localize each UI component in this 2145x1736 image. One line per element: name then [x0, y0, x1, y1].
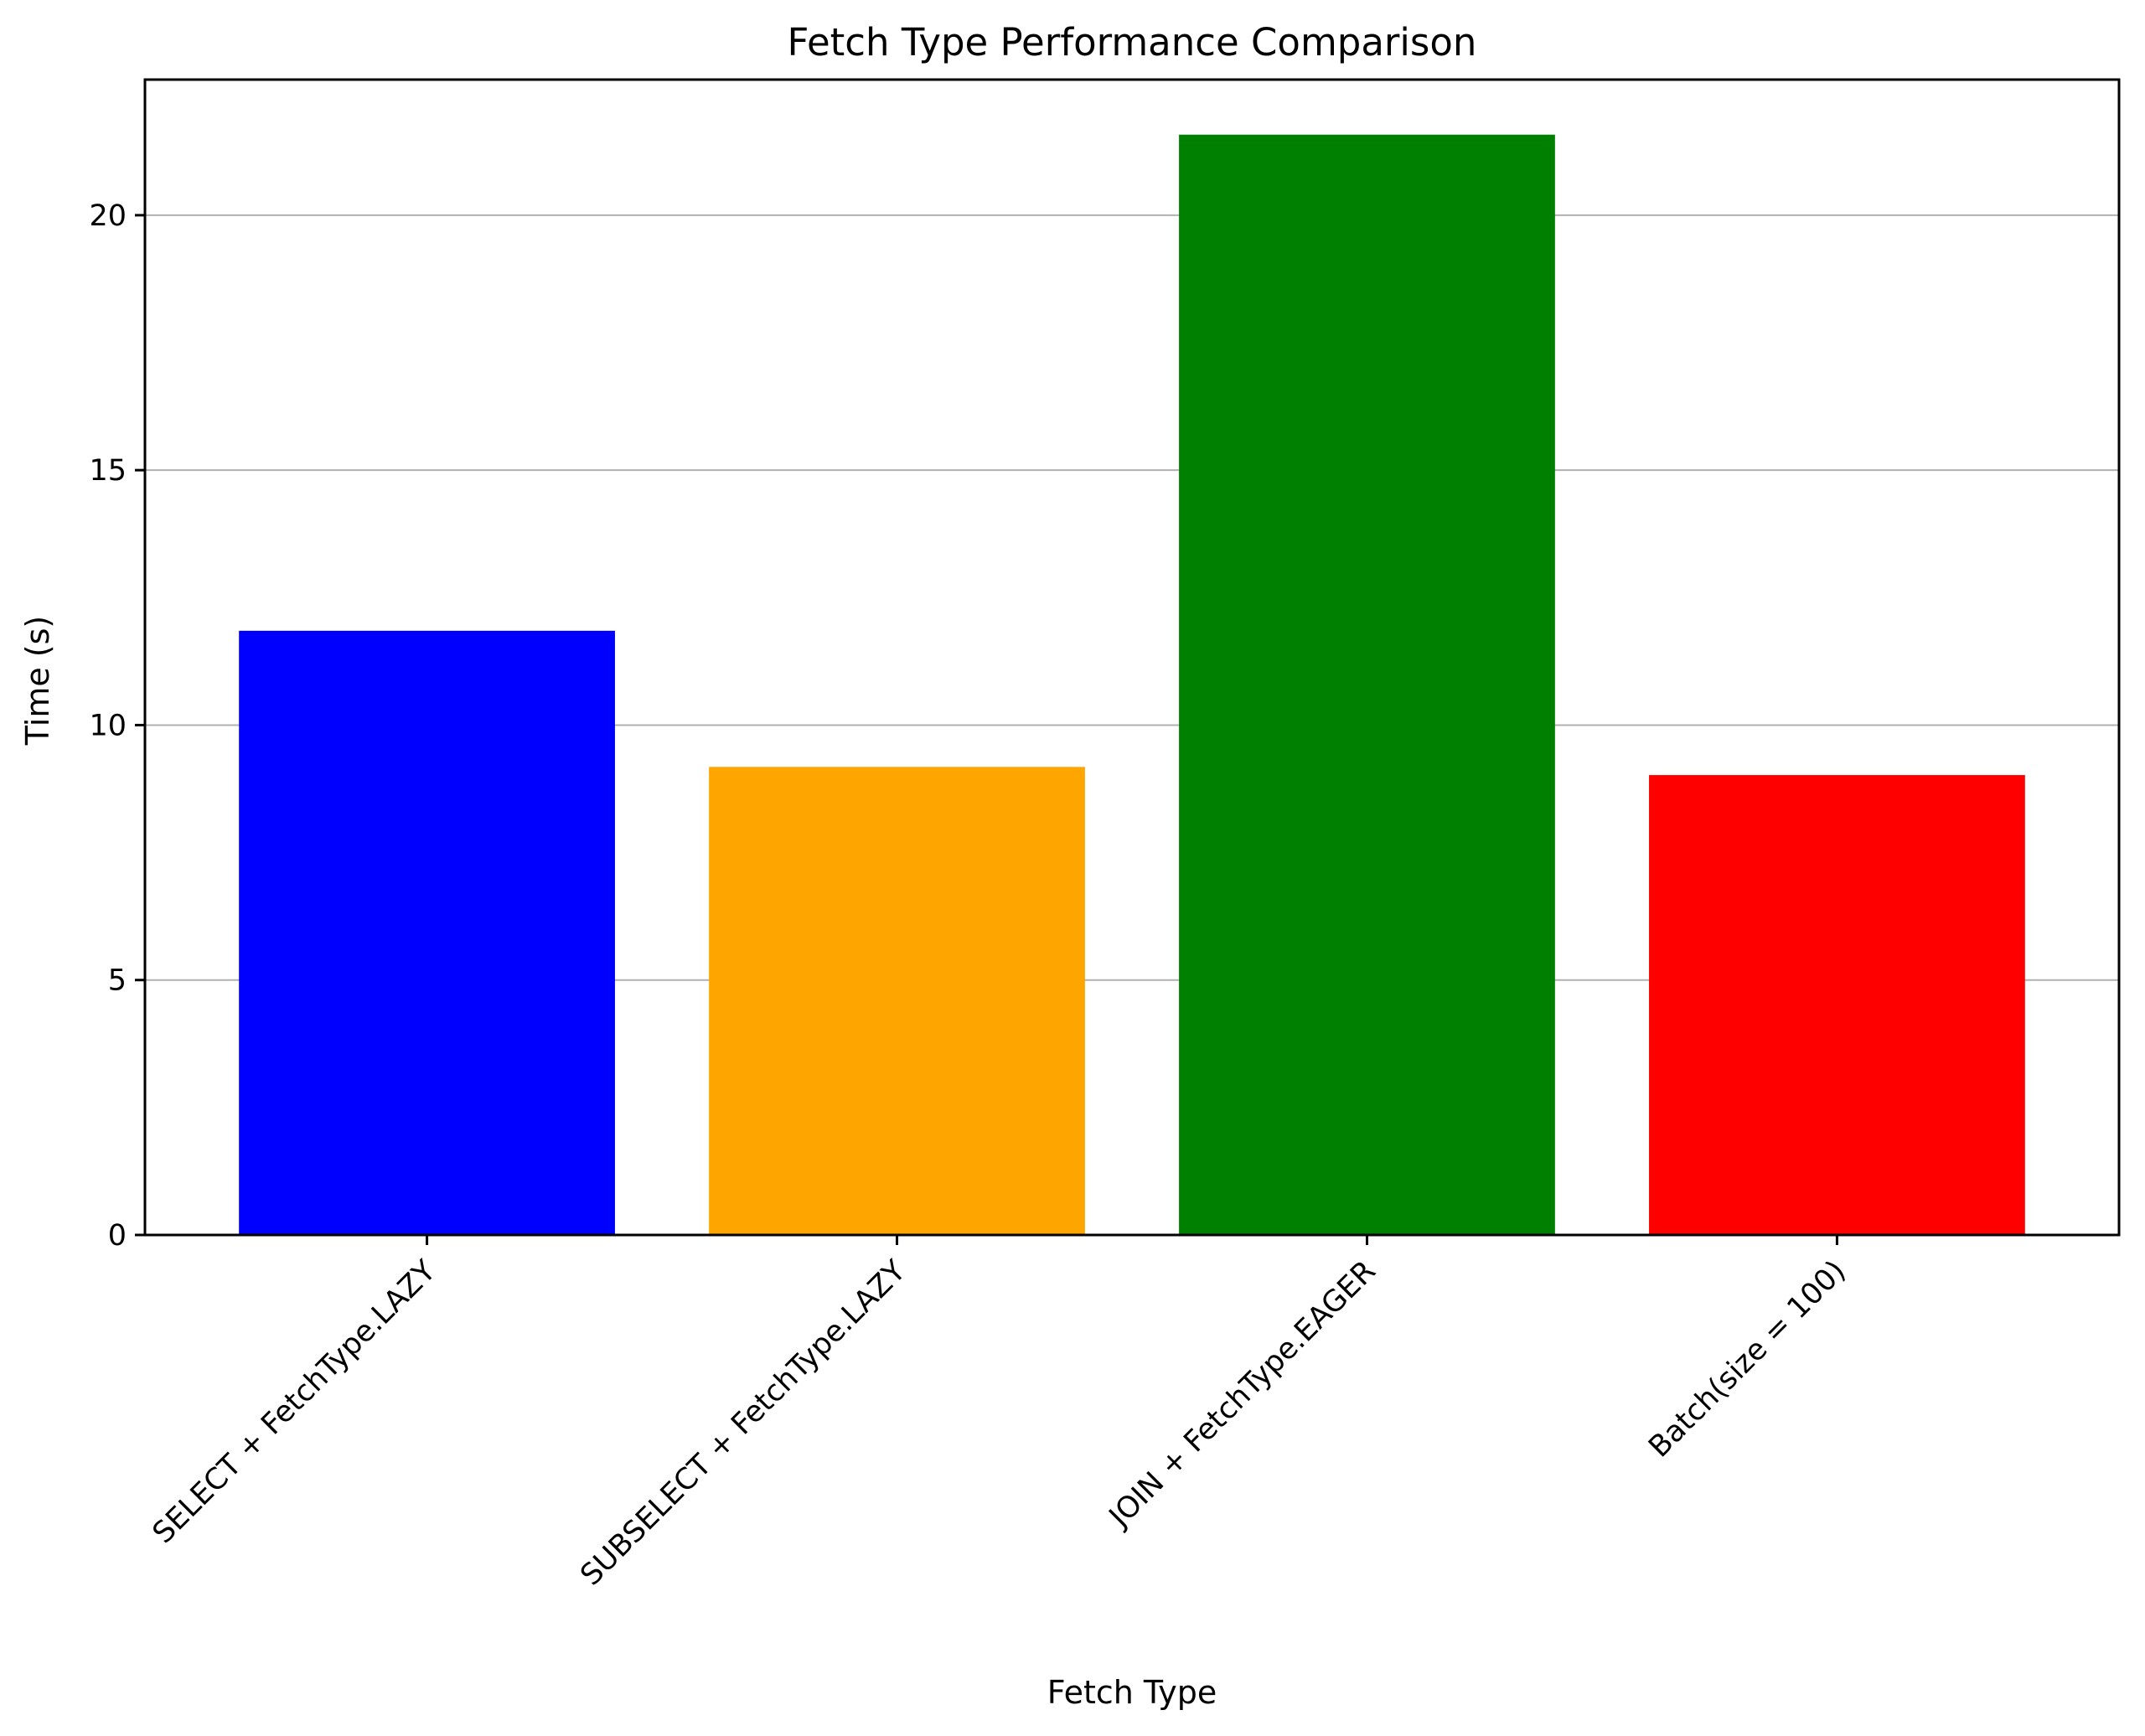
x-axis-label: Fetch Type — [1047, 1674, 1217, 1711]
bar — [1649, 775, 2025, 1235]
plot-frame — [143, 78, 2121, 1237]
y-tick-label: 20 — [89, 199, 127, 233]
chart-title: Fetch Type Performance Comparison — [788, 20, 1477, 65]
y-tick-label: 0 — [108, 1219, 127, 1253]
bar — [709, 767, 1085, 1235]
y-tick-label: 5 — [108, 964, 127, 998]
y-axis: 0 5 10 15 20 — [89, 199, 145, 1253]
bars — [239, 134, 2025, 1236]
bar — [239, 630, 615, 1235]
y-tick-label: 15 — [89, 454, 127, 488]
y-axis-label: Time (s) — [19, 616, 56, 747]
bar — [1179, 134, 1555, 1236]
y-tick-label: 10 — [89, 709, 127, 742]
